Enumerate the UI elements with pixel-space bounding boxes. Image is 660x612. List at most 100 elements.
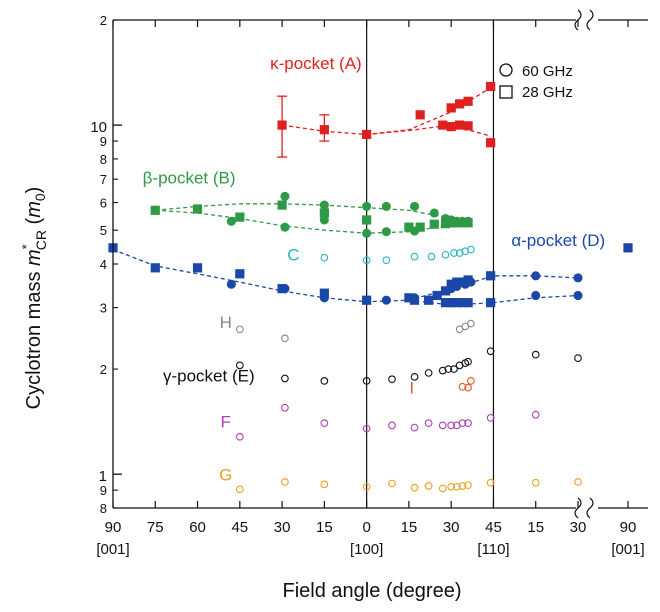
data-point-circle: [486, 347, 495, 356]
y-title-close: ): [23, 187, 45, 194]
data-point-square: [277, 120, 287, 130]
data-point-circle: [362, 228, 372, 238]
data-point-circle: [362, 377, 371, 385]
legend-label-60ghz: 60 GHz: [522, 63, 573, 80]
data-point-circle: [281, 478, 289, 486]
data-point-circle: [362, 295, 372, 305]
fit-curve: [155, 209, 469, 234]
data-point-circle: [409, 226, 420, 236]
legend: 60 GHz 28 GHz: [499, 63, 573, 101]
data-point-circle: [226, 279, 236, 289]
y-tick-label-minor: 2: [100, 13, 107, 28]
data-point-square: [192, 204, 203, 214]
data-point-square: [486, 271, 496, 281]
x-tick-label: 75: [147, 519, 164, 536]
data-point-circle: [432, 290, 442, 301]
data-point-circle: [438, 484, 447, 493]
data-point-circle: [531, 350, 540, 359]
y-tick-label-minor: 6: [100, 196, 107, 211]
y-title-unit-sub: 0: [32, 193, 48, 201]
data-point-circle: [450, 249, 458, 257]
data-point-circle: [452, 482, 461, 491]
data-point-circle: [409, 201, 420, 211]
data-point-square: [424, 295, 434, 305]
data-point-circle: [464, 419, 472, 428]
annotation-label: κ-pocket (A): [270, 54, 362, 73]
data-point-circle: [381, 201, 391, 211]
data-point-circle: [381, 295, 391, 305]
data-point-square: [446, 103, 456, 113]
x-tick-label: 15: [316, 519, 333, 536]
y-tick-label-minor: 5: [100, 223, 107, 238]
legend-circle-marker: [499, 63, 513, 77]
y-tick-label-minor: 3: [100, 301, 107, 316]
data-point-circle: [531, 410, 540, 419]
data-point-circle: [424, 419, 433, 428]
x-tick-label: 30: [443, 519, 460, 536]
data-point-circle: [531, 290, 541, 301]
data-point-circle: [281, 374, 289, 383]
x-tick-label: 30: [274, 519, 291, 536]
y-title-sub: CR: [33, 230, 49, 250]
data-point-circle: [382, 256, 391, 265]
svg-text:Cyclotron mass m*CR (m0): Cyclotron mass m*CR (m0): [19, 187, 49, 410]
data-point-square: [362, 215, 372, 225]
data-point-circle: [424, 482, 433, 490]
data-point-circle: [441, 250, 450, 259]
x-tick-label: 60: [189, 519, 206, 536]
data-point-circle: [458, 482, 467, 490]
data-point-square: [438, 120, 448, 130]
y-tick-label-minor: 4: [100, 257, 107, 272]
data-point-circle: [319, 293, 329, 303]
data-point-circle: [319, 200, 329, 210]
data-point-square: [192, 263, 203, 273]
data-point-circle: [235, 325, 244, 334]
fit-curve: [366, 124, 491, 137]
y-title-unit-m: m: [23, 201, 45, 218]
data-point-circle: [573, 290, 583, 301]
data-point-circle: [486, 413, 495, 422]
data-point-circle: [226, 216, 236, 226]
annotation-label: H: [220, 313, 232, 332]
data-point-circle: [429, 208, 439, 218]
annotation-label: α-pocket (D): [511, 231, 605, 250]
data-point-circle: [458, 382, 467, 391]
data-point-circle: [450, 365, 458, 373]
data-point-circle: [464, 357, 472, 366]
x-tick-label: 45: [485, 519, 502, 536]
fit-curves: [112, 87, 579, 306]
data-point-square: [235, 269, 245, 279]
data-point-circle: [464, 383, 472, 392]
direction-label: [100]: [350, 541, 383, 558]
data-point-square: [150, 205, 160, 215]
data-point-circle: [410, 423, 419, 432]
data-point-circle: [320, 480, 329, 489]
data-point-square: [623, 243, 633, 253]
data-point-circle: [438, 366, 447, 375]
data-point-circle: [320, 253, 329, 262]
data-point-circle: [381, 227, 391, 237]
y-tick-label-major: 10: [90, 119, 107, 136]
x-tick-label: 90: [105, 519, 122, 536]
data-point-circle: [410, 483, 419, 492]
annotation-label: γ-pocket (E): [163, 367, 255, 386]
x-tick-label: 45: [231, 519, 248, 536]
data-point-circle: [410, 252, 419, 261]
y-axis-title: Cyclotron mass m*CR (m0): [19, 187, 49, 410]
axes: 90 75 60 45 30 15 0 15 30 45 15 30 90[001] [100] [110]…: [90, 9, 648, 558]
fit-curve: [112, 248, 579, 303]
data-point-circle: [458, 419, 467, 428]
data-point-circle: [319, 215, 329, 225]
data-point-square: [446, 122, 456, 132]
data-point-circle: [486, 478, 495, 487]
x-axis-title: Field angle (degree): [283, 580, 462, 602]
y-title-prefix: Cyclotron mass: [23, 266, 45, 409]
direction-label: [001]: [611, 541, 644, 558]
data-point-square: [455, 99, 465, 109]
x-tick-label: 0: [362, 519, 370, 536]
data-point-square: [486, 138, 496, 148]
y-tick-label-major: 1: [99, 468, 107, 485]
annotations: κ-pocket (A) β-pocket (B) Cα-pocket (D) Hγ-…: [143, 54, 606, 485]
annotation-label: C: [287, 245, 299, 264]
y-tick-label-minor: 8: [100, 152, 107, 167]
